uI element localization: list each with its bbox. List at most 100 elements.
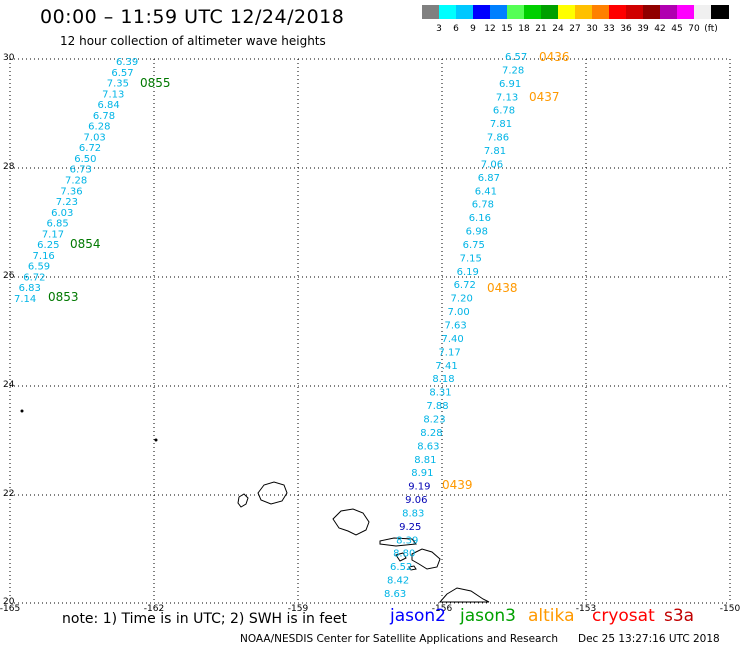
wave-height-value: 7.16: [33, 251, 55, 262]
longitude-label: -150: [720, 604, 740, 614]
wave-height-value: 7.23: [56, 197, 78, 208]
scale-swatch: [609, 5, 627, 19]
island-niihau: [237, 493, 249, 508]
wave-height-value: 8.39: [396, 535, 418, 546]
wave-height-value: 9.25: [399, 522, 421, 533]
coastline: [20, 409, 490, 603]
scale-swatch: [490, 5, 508, 19]
scale-swatch: [524, 5, 542, 19]
scale-swatch: [626, 5, 644, 19]
wave-height-value: 8.28: [420, 428, 442, 439]
latitude-label: 28: [3, 162, 15, 172]
wave-height-value: 6.78: [493, 106, 515, 117]
wave-height-value: 7.28: [502, 65, 524, 76]
island-kauai: [257, 481, 288, 505]
legend-jason3: jason3: [460, 606, 516, 626]
wave-height-value: 7.28: [65, 176, 87, 187]
wave-height-value: 7.06: [481, 159, 503, 170]
wave-height-value: 6.50: [74, 154, 96, 165]
legend-altika: altika: [528, 606, 575, 626]
wave-height-value: 6.59: [28, 262, 50, 273]
scale-label: 3: [436, 24, 442, 34]
wave-height-value: 6.19: [457, 267, 479, 278]
longitude-label: -162: [144, 604, 164, 614]
footer-note: note: 1) Time is in UTC; 2) SWH is in fe…: [62, 611, 348, 627]
island-hawaii: [438, 587, 490, 603]
wave-height-value: 6.28: [88, 122, 110, 133]
wave-height-value: 7.88: [426, 401, 448, 412]
wave-height-value: 6.57: [111, 68, 133, 79]
wave-height-value: 7.36: [60, 186, 82, 197]
island-lanai: [395, 552, 407, 562]
wave-height-value: 7.15: [460, 253, 482, 264]
scale-swatch: [422, 5, 440, 19]
scale-label: 70: [688, 24, 700, 34]
wave-height-value: 6.73: [70, 165, 92, 176]
wave-height-value: 7.81: [490, 119, 512, 130]
scale-swatch: [643, 5, 661, 19]
wave-height-value: 6.78: [472, 200, 494, 211]
wave-height-value: 7.20: [451, 294, 473, 305]
wave-height-value: 8.18: [432, 374, 454, 385]
wave-height-value: 7.41: [435, 361, 457, 372]
wave-height-value: 6.83: [19, 283, 41, 294]
wave-height-value: 8.80: [393, 549, 415, 560]
legend-jason2: jason2: [390, 606, 446, 626]
credit-text: NOAA/NESDIS Center for Satellite Applica…: [240, 633, 558, 645]
longitude-label: -159: [288, 604, 309, 614]
legend-cryosat: cryosat: [592, 606, 655, 626]
wave-height-value: 7.13: [102, 89, 124, 100]
scale-swatch: [711, 5, 729, 19]
scale-swatch: [660, 5, 678, 19]
scale-label: 15: [501, 24, 513, 34]
legend-s3a: s3a: [664, 606, 695, 626]
wave-height-value: 8.91: [411, 468, 433, 479]
scale-swatch: [575, 5, 593, 19]
island-kahoolawe: [408, 565, 417, 571]
scale-swatch: [677, 5, 695, 19]
wave-height-value: 6.87: [478, 173, 500, 184]
wave-height-value: 6.72: [454, 280, 476, 291]
altimeter-tracks: 6.396.577.357.136.846.786.287.036.726.50…: [14, 52, 527, 600]
scale-swatch: [473, 5, 491, 19]
wave-height-value: 8.63: [417, 441, 439, 452]
wave-height-value: 6.39: [116, 57, 138, 68]
generated-timestamp: Dec 25 13:27:16 UTC 2018: [578, 633, 720, 645]
scale-swatch: [558, 5, 576, 19]
track-time-label: 0437: [529, 90, 560, 104]
scale-label: 33: [603, 24, 615, 34]
wave-height-value: 6.91: [499, 79, 521, 90]
wave-height-value: 8.42: [387, 576, 409, 587]
track-time-label: 0854: [70, 237, 101, 251]
wave-height-value: 6.72: [79, 143, 101, 154]
wave-height-value: 8.63: [384, 589, 406, 600]
wave-height-value: 6.85: [46, 219, 68, 230]
scale-label: 30: [586, 24, 598, 34]
scale-label: 24: [552, 24, 564, 34]
wave-height-value: 7.17: [42, 229, 64, 240]
scale-swatch: [694, 5, 712, 19]
wave-height-value: 7.81: [484, 146, 506, 157]
wave-height-value: 6.98: [466, 227, 488, 238]
longitude-label: -156: [432, 604, 453, 614]
wave-height-value: 7.03: [84, 132, 106, 143]
scale-swatch: [456, 5, 474, 19]
wave-height-value: 6.03: [51, 208, 73, 219]
wave-height-value: 7.35: [107, 79, 129, 90]
latitude-label: 26: [3, 271, 15, 281]
island-molokai: [379, 537, 417, 547]
wave-height-value: 8.81: [414, 455, 436, 466]
wave-height-value: 9.19: [408, 482, 430, 493]
wave-height-value: 8.83: [402, 508, 424, 519]
longitude-label: -153: [576, 604, 596, 614]
scale-swatch: [439, 5, 457, 19]
island-maui: [411, 548, 441, 570]
wave-height-value: 7.14: [14, 294, 36, 305]
scale-label: 6: [453, 24, 459, 34]
wave-height-value: 7.86: [487, 133, 509, 144]
scale-label: 27: [569, 24, 581, 34]
scale-swatch: [541, 5, 559, 19]
track-time-label: 0439: [442, 478, 473, 492]
track-time-label: 0436: [539, 50, 570, 64]
